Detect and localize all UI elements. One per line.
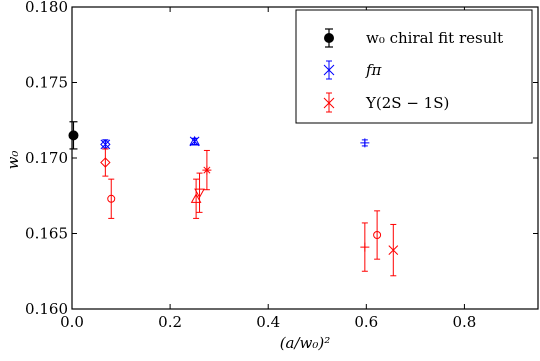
y-tick-label: 0.180: [25, 0, 68, 16]
x-tick-label: 0.0: [60, 313, 84, 331]
data-point-s2-p0: [100, 148, 111, 177]
data-point-s2-p2: [190, 178, 202, 219]
legend: w₀ chiral fit result fπ Υ(2S − 1S): [295, 9, 533, 124]
legend-label-chiral-fit: w₀ chiral fit result: [366, 29, 503, 47]
data-point-s2-p7: [388, 223, 399, 277]
data-point-s2-p3: [194, 172, 205, 213]
data-point-s0-p0: [68, 121, 79, 150]
data-point-s2-p5: [360, 222, 370, 272]
legend-marker-chiral-fit: [324, 28, 334, 48]
data-point-s1-p4: [360, 138, 370, 148]
y-tick-label: 0.175: [25, 74, 68, 92]
data-point-s2-p1: [107, 178, 116, 219]
plot-frame: [71, 6, 539, 310]
legend-marker-fpi: [323, 60, 335, 80]
legend-box: [295, 9, 533, 124]
x-tick-label: 0.8: [452, 313, 476, 331]
data-layer: [68, 121, 399, 277]
x-tick-label: 0.2: [158, 313, 182, 331]
y-tick-label: 0.170: [25, 149, 68, 167]
data-point-s2-p4: [202, 149, 212, 191]
x-tick-label: 0.6: [354, 313, 378, 331]
x-tick-label: 0.4: [256, 313, 280, 331]
legend-label-upsilon: Υ(2S − 1S): [365, 94, 449, 112]
y-tick-label: 0.160: [25, 300, 68, 318]
y-axis-label: w₀: [4, 151, 22, 170]
data-point-s1-p3: [189, 135, 200, 146]
legend-label-fpi: fπ: [365, 61, 383, 79]
y-tick-label: 0.165: [25, 225, 68, 243]
legend-marker-upsilon: [323, 92, 335, 113]
data-point-s2-p6: [373, 210, 382, 260]
x-axis-label: (a/w₀)²: [280, 334, 331, 352]
ticks-layer: 0.0 0.2 0.4 0.6 0.8 0.160 0.165 0.170 0.175 0.180: [25, 0, 538, 331]
